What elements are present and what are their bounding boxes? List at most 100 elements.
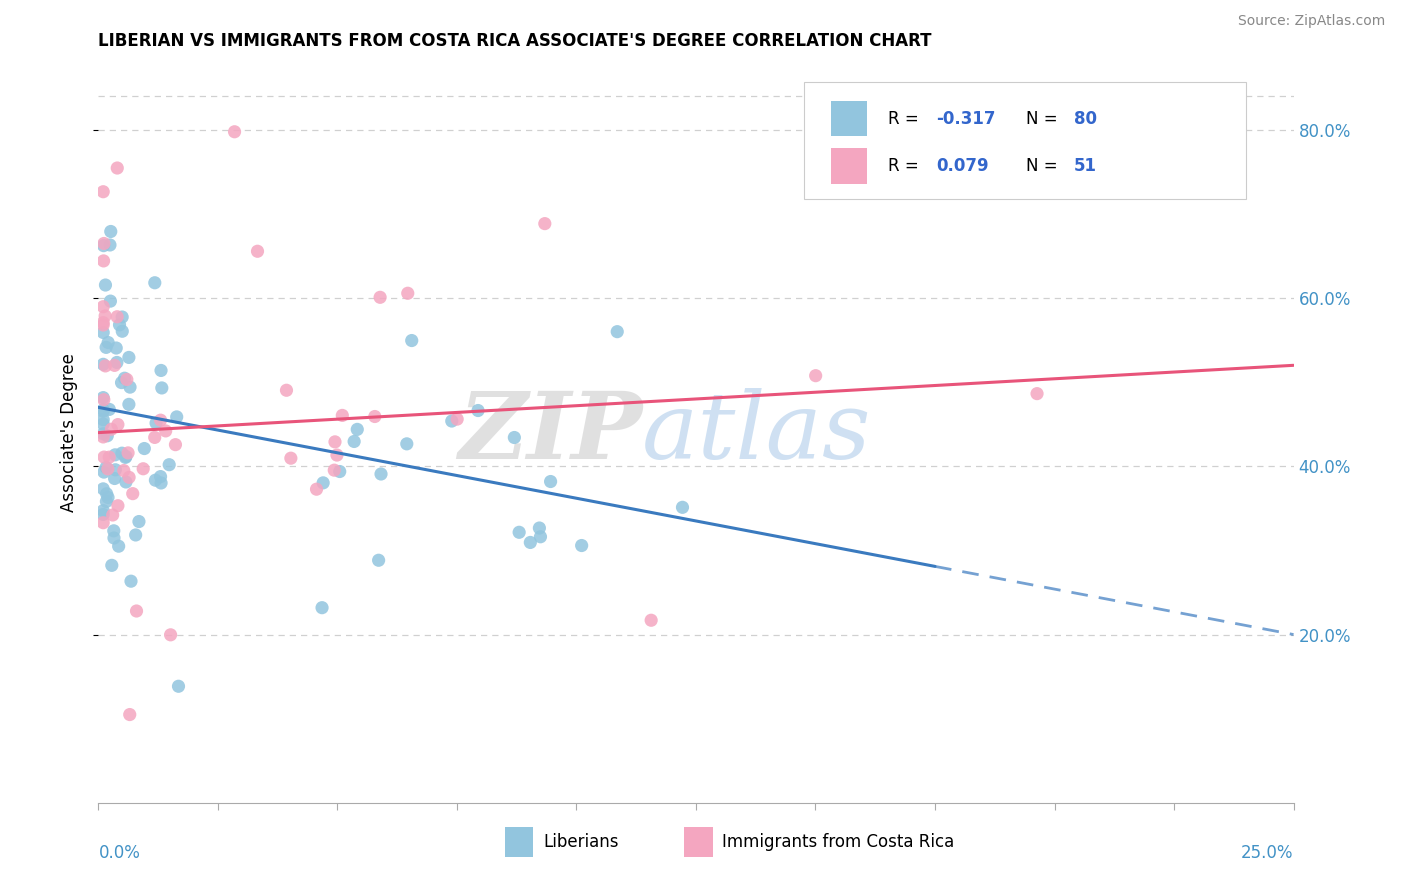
Point bbox=[103, 359, 125, 373]
Point bbox=[118, 380, 141, 394]
Point bbox=[804, 368, 827, 383]
Point bbox=[96, 487, 118, 501]
Point bbox=[105, 161, 128, 175]
Point bbox=[108, 318, 131, 332]
Point bbox=[467, 403, 489, 417]
Point bbox=[508, 525, 530, 540]
Point bbox=[145, 473, 167, 487]
Text: N =: N = bbox=[1026, 157, 1063, 175]
FancyBboxPatch shape bbox=[831, 101, 868, 136]
Point bbox=[124, 528, 146, 542]
Point bbox=[529, 530, 551, 544]
Point bbox=[91, 516, 114, 530]
Point bbox=[115, 450, 138, 464]
Point bbox=[364, 409, 387, 424]
Point bbox=[103, 531, 125, 545]
Point bbox=[104, 448, 127, 462]
Point bbox=[395, 437, 418, 451]
Point bbox=[540, 475, 562, 489]
Point bbox=[132, 462, 155, 476]
Point bbox=[330, 409, 353, 423]
Point bbox=[98, 450, 121, 465]
Point bbox=[134, 442, 156, 456]
Point bbox=[312, 475, 335, 490]
Text: LIBERIAN VS IMMIGRANTS FROM COSTA RICA ASSOCIATE'S DEGREE CORRELATION CHART: LIBERIAN VS IMMIGRANTS FROM COSTA RICA A… bbox=[98, 32, 932, 50]
Point bbox=[114, 450, 136, 465]
Point bbox=[143, 276, 166, 290]
Point bbox=[346, 422, 368, 436]
Point bbox=[100, 422, 122, 436]
Point bbox=[110, 376, 132, 390]
Point bbox=[93, 450, 115, 464]
Point bbox=[98, 238, 121, 252]
Point bbox=[91, 357, 114, 371]
FancyBboxPatch shape bbox=[685, 827, 713, 857]
Point bbox=[323, 463, 346, 477]
Point bbox=[149, 413, 172, 427]
Point bbox=[396, 286, 419, 301]
Point bbox=[118, 397, 141, 411]
Text: R =: R = bbox=[889, 157, 924, 175]
Point bbox=[94, 340, 117, 354]
Point bbox=[533, 217, 555, 231]
Point bbox=[91, 185, 114, 199]
Point bbox=[97, 335, 120, 350]
Point bbox=[93, 254, 115, 268]
Point bbox=[93, 238, 115, 252]
Y-axis label: Associate's Degree: Associate's Degree bbox=[59, 353, 77, 512]
Point bbox=[100, 294, 122, 309]
Point bbox=[91, 412, 114, 426]
Point bbox=[157, 458, 180, 472]
Point bbox=[104, 463, 127, 477]
FancyBboxPatch shape bbox=[505, 827, 533, 857]
Point bbox=[503, 430, 526, 444]
Point bbox=[370, 467, 392, 481]
Point bbox=[166, 409, 188, 424]
Point bbox=[280, 451, 302, 466]
Point bbox=[125, 604, 148, 618]
Point bbox=[105, 341, 128, 355]
Point bbox=[323, 434, 346, 449]
Point bbox=[276, 384, 298, 398]
Point bbox=[120, 574, 142, 589]
Point bbox=[671, 500, 693, 515]
Point bbox=[91, 508, 114, 522]
FancyBboxPatch shape bbox=[831, 148, 868, 184]
Point bbox=[93, 465, 115, 479]
Point bbox=[329, 465, 352, 479]
Text: ZIP: ZIP bbox=[458, 388, 643, 477]
Text: 0.079: 0.079 bbox=[936, 157, 988, 175]
FancyBboxPatch shape bbox=[804, 82, 1246, 200]
Point bbox=[128, 515, 150, 529]
Point bbox=[91, 430, 114, 444]
Point bbox=[91, 417, 114, 431]
Point bbox=[96, 429, 118, 443]
Point bbox=[105, 310, 128, 324]
Point bbox=[155, 424, 177, 438]
Point bbox=[305, 482, 328, 496]
Point bbox=[150, 475, 173, 490]
Point bbox=[101, 558, 124, 573]
Point bbox=[114, 371, 136, 385]
Point bbox=[100, 225, 122, 239]
Text: 0.0%: 0.0% bbox=[98, 844, 141, 862]
Text: atlas: atlas bbox=[643, 388, 872, 477]
Point bbox=[107, 417, 129, 432]
Point bbox=[606, 325, 628, 339]
Text: 80: 80 bbox=[1074, 110, 1097, 128]
Point bbox=[91, 300, 114, 314]
Text: Source: ZipAtlas.com: Source: ZipAtlas.com bbox=[1237, 14, 1385, 28]
Point bbox=[145, 416, 167, 430]
Point bbox=[94, 278, 117, 293]
Point bbox=[118, 351, 141, 365]
Text: Liberians: Liberians bbox=[543, 833, 619, 851]
Point bbox=[93, 392, 115, 407]
Point bbox=[111, 324, 134, 338]
Point bbox=[401, 334, 423, 348]
Point bbox=[640, 613, 662, 627]
Point bbox=[105, 355, 128, 369]
Point bbox=[165, 437, 187, 451]
Point bbox=[115, 372, 138, 386]
Point bbox=[91, 402, 114, 417]
Point bbox=[96, 494, 118, 508]
